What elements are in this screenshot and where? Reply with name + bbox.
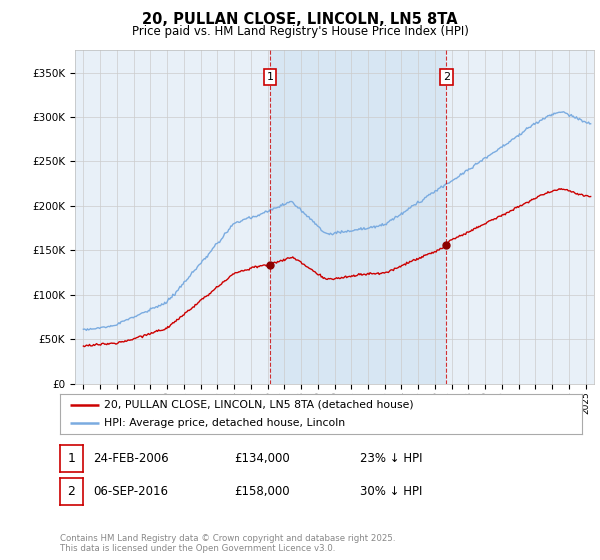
- Text: 06-SEP-2016: 06-SEP-2016: [93, 484, 168, 498]
- Text: 2: 2: [443, 72, 450, 82]
- Text: Contains HM Land Registry data © Crown copyright and database right 2025.
This d: Contains HM Land Registry data © Crown c…: [60, 534, 395, 553]
- Text: 2: 2: [67, 484, 76, 498]
- Text: Price paid vs. HM Land Registry's House Price Index (HPI): Price paid vs. HM Land Registry's House …: [131, 25, 469, 38]
- Text: 24-FEB-2006: 24-FEB-2006: [93, 452, 169, 465]
- Text: 23% ↓ HPI: 23% ↓ HPI: [360, 452, 422, 465]
- Text: 1: 1: [266, 72, 274, 82]
- Text: 20, PULLAN CLOSE, LINCOLN, LN5 8TA: 20, PULLAN CLOSE, LINCOLN, LN5 8TA: [142, 12, 458, 27]
- Text: 1: 1: [67, 452, 76, 465]
- Text: 20, PULLAN CLOSE, LINCOLN, LN5 8TA (detached house): 20, PULLAN CLOSE, LINCOLN, LN5 8TA (deta…: [104, 400, 414, 410]
- Bar: [270, 50, 446, 384]
- Text: 30% ↓ HPI: 30% ↓ HPI: [360, 484, 422, 498]
- Text: HPI: Average price, detached house, Lincoln: HPI: Average price, detached house, Linc…: [104, 418, 346, 428]
- Text: £158,000: £158,000: [234, 484, 290, 498]
- Text: £134,000: £134,000: [234, 452, 290, 465]
